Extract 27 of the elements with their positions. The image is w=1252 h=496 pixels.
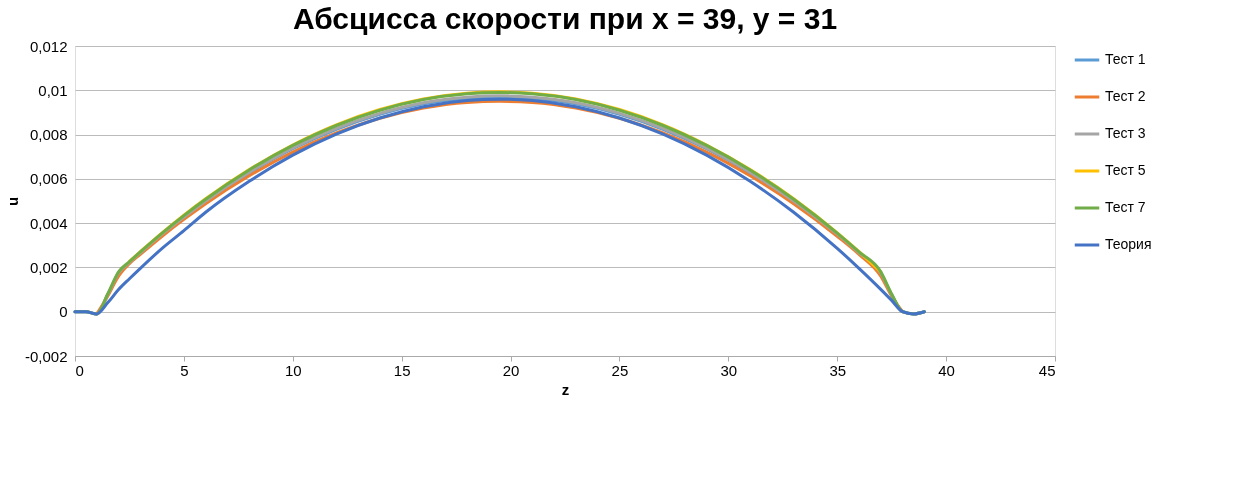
- x-tick-label: 30: [720, 361, 738, 379]
- legend-label: Тест 2: [1105, 88, 1146, 104]
- x-tick-label: 15: [393, 361, 411, 379]
- legend-label: Тест 7: [1105, 199, 1146, 215]
- y-tick-label: -0,002: [24, 347, 68, 365]
- x-tick-label: 25: [611, 361, 629, 379]
- y-tick-label: 0: [59, 303, 68, 321]
- x-tick-label: 10: [284, 361, 302, 379]
- x-tick-label: 40: [938, 361, 955, 379]
- y-tick-label: 0,004: [29, 214, 68, 232]
- x-tick-label: 45: [1038, 361, 1056, 379]
- y-axis-title: u: [3, 196, 21, 207]
- y-tick-label: 0,002: [29, 258, 68, 276]
- y-tick-label: 0,008: [29, 126, 68, 144]
- y-tick-label: 0,006: [29, 170, 68, 188]
- legend-label: Теория: [1105, 236, 1152, 252]
- legend-label: Тест 5: [1105, 162, 1146, 178]
- legend-label: Тест 1: [1105, 51, 1146, 67]
- x-tick-label: 5: [180, 361, 189, 379]
- y-tick-label: 0,012: [29, 37, 68, 55]
- x-tick-label: 35: [829, 361, 847, 379]
- y-tick-label: 0,01: [38, 81, 68, 99]
- x-axis-title: z: [561, 380, 570, 398]
- x-tick-label: 0: [75, 361, 84, 379]
- x-tick-label: 20: [502, 361, 520, 379]
- chart-title: Абсцисса скорости при x = 39, y = 31: [292, 2, 838, 35]
- legend-label: Тест 3: [1105, 125, 1146, 141]
